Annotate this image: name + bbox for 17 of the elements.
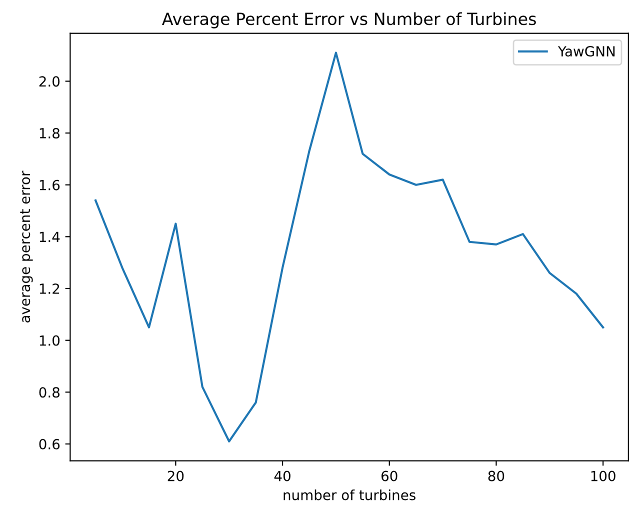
chart-title: Average Percent Error vs Number of Turbines xyxy=(162,12,536,28)
x-axis-title: number of turbines xyxy=(284,490,416,500)
y-tick-label: 1.6 xyxy=(40,180,60,190)
x-tick-label: 60 xyxy=(382,470,398,482)
y-axis-title: average percent error xyxy=(20,170,33,322)
x-tick-label: 80 xyxy=(488,470,504,482)
y-tick-label: 1.4 xyxy=(40,232,60,242)
x-tick-label: 100 xyxy=(591,470,616,482)
legend-label: YawGNN xyxy=(558,46,615,57)
y-tick-label: 1.0 xyxy=(40,335,60,346)
x-tick-label: 40 xyxy=(274,470,290,482)
y-tick-label: 0.6 xyxy=(39,438,60,450)
y-tick-label: 0.8 xyxy=(39,387,60,398)
y-tick-label: 2.0 xyxy=(39,76,60,87)
x-tick-label: 20 xyxy=(168,470,184,482)
y-tick-label: 1.2 xyxy=(40,283,60,294)
y-tick-label: 1.8 xyxy=(40,128,60,139)
